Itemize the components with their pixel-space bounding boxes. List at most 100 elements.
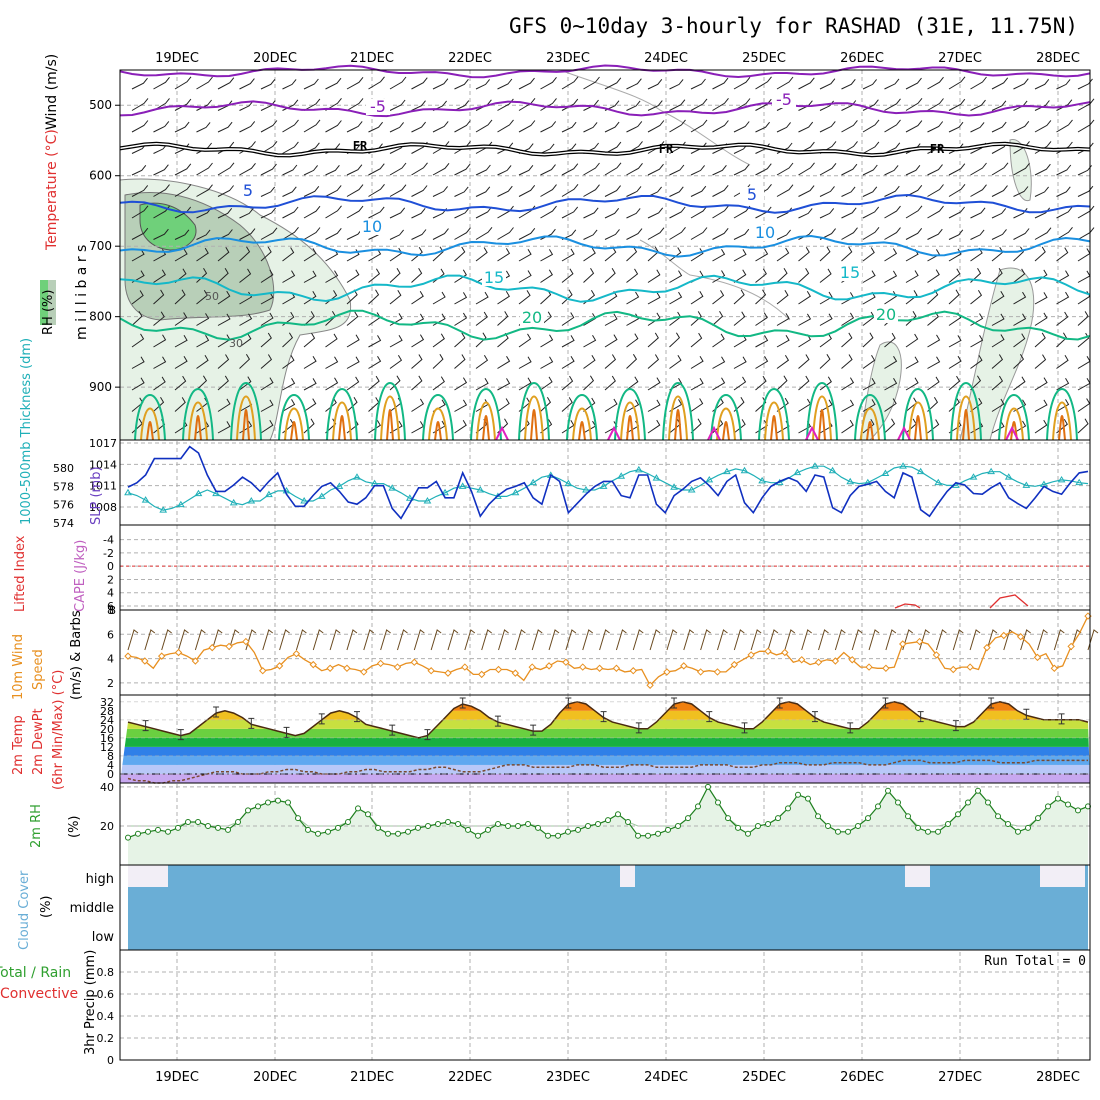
top-day-label-24DEC: 24DEC bbox=[644, 51, 688, 66]
wind-barb bbox=[411, 354, 423, 369]
wind-barb bbox=[153, 228, 169, 240]
wind-barb bbox=[475, 226, 493, 240]
wind-barb bbox=[970, 354, 983, 369]
wind-barb bbox=[819, 186, 835, 197]
thickness-tick-label-574: 574 bbox=[53, 517, 74, 530]
ylabel-2m-rh: 2m RH bbox=[29, 804, 44, 848]
rh-marker bbox=[825, 822, 831, 829]
wind-barb bbox=[1013, 246, 1025, 262]
wind-barb bbox=[196, 335, 210, 348]
wind-barb bbox=[454, 207, 470, 219]
wind-barb bbox=[475, 355, 489, 369]
wind-barb bbox=[540, 76, 557, 90]
wind-barb bbox=[712, 120, 729, 133]
low-isotherm bbox=[476, 401, 496, 441]
wind-barb bbox=[239, 353, 251, 369]
wind-barb bbox=[174, 163, 192, 176]
rh-tick-label-40: 40 bbox=[100, 781, 114, 794]
contour-label-bg bbox=[874, 307, 898, 323]
wind-barb bbox=[411, 375, 423, 391]
wind-barb bbox=[475, 291, 489, 305]
ylabel-thickness: 1000-500mb Thickness (dm) bbox=[19, 338, 34, 525]
wind-barb bbox=[432, 246, 444, 262]
wind-barb bbox=[626, 100, 641, 111]
rh-marker bbox=[305, 826, 311, 833]
temp-minmax-bar bbox=[142, 720, 149, 732]
wind-barb bbox=[669, 226, 686, 240]
wind-barb bbox=[991, 77, 1009, 90]
wind-barb bbox=[282, 270, 296, 283]
temp-minor-tick-label-20: 20 bbox=[100, 723, 114, 736]
wind-barb bbox=[905, 290, 918, 305]
temp-band bbox=[120, 719, 1090, 729]
wind10m-marker bbox=[444, 669, 452, 677]
wind-barb bbox=[841, 78, 856, 90]
rh-marker bbox=[925, 828, 931, 835]
wind-barb bbox=[1013, 420, 1027, 434]
wind-barb bbox=[776, 184, 794, 197]
wind-barb bbox=[303, 248, 317, 262]
wind10m-barb bbox=[161, 629, 172, 651]
wind-barb bbox=[819, 208, 835, 219]
wind-barb bbox=[174, 229, 190, 240]
wind-barb bbox=[497, 165, 512, 176]
wind-barb bbox=[325, 185, 342, 197]
rh-marker bbox=[475, 832, 481, 839]
wind-barb bbox=[518, 248, 532, 262]
wind-barb bbox=[411, 185, 428, 197]
wind-barb bbox=[690, 185, 707, 197]
wind-barb bbox=[626, 121, 643, 133]
wind-barb bbox=[1056, 206, 1073, 219]
wind-barb bbox=[841, 100, 857, 111]
low-isotherm bbox=[716, 407, 736, 441]
wind-barb bbox=[260, 292, 274, 305]
rh-marker bbox=[435, 821, 441, 827]
contour-label-20: 20 bbox=[522, 308, 542, 327]
wind-barb bbox=[518, 120, 536, 133]
wind-barb bbox=[346, 376, 360, 391]
wind10m-barb bbox=[178, 629, 189, 651]
wind-barb bbox=[518, 290, 531, 305]
wind-barb bbox=[260, 312, 274, 326]
wind-barb bbox=[927, 164, 943, 176]
wind-barb bbox=[282, 119, 299, 133]
wind-barb bbox=[755, 355, 769, 369]
wind-barb bbox=[1056, 399, 1070, 412]
wind-barb bbox=[389, 290, 402, 305]
wind-barb bbox=[991, 313, 1005, 326]
temp-minmax-bar bbox=[988, 697, 995, 709]
wind-barb bbox=[1056, 378, 1070, 391]
wind-labels: 10m Wind bbox=[11, 634, 26, 700]
temp-minmax-bar bbox=[882, 697, 889, 709]
isotherm--5 bbox=[119, 100, 1091, 118]
rh-marker bbox=[1045, 803, 1051, 810]
rh-marker bbox=[195, 819, 201, 826]
wind-barb bbox=[497, 248, 511, 262]
thickness-marker bbox=[353, 473, 361, 480]
wind-barb bbox=[626, 162, 643, 176]
wind-barb bbox=[561, 98, 579, 111]
slp-tick-label-1014: 1014 bbox=[89, 458, 117, 471]
wind-barb bbox=[884, 291, 897, 305]
wind10m-marker bbox=[494, 665, 503, 674]
wind-barb bbox=[325, 418, 337, 434]
wind-barb bbox=[1056, 311, 1069, 326]
wind-barb bbox=[626, 78, 642, 90]
wind-barb bbox=[991, 229, 1007, 240]
wind-barb bbox=[389, 229, 404, 240]
wind-barb bbox=[776, 229, 791, 240]
wind-barb bbox=[561, 397, 573, 412]
ylabel-wind: Wind (m/s) bbox=[44, 54, 60, 130]
thickness-marker bbox=[1075, 478, 1084, 486]
temp-minmax-bar bbox=[494, 715, 501, 727]
wind10m-barb bbox=[700, 629, 711, 651]
temp-minmax-bar bbox=[283, 726, 290, 738]
rh-marker bbox=[135, 830, 141, 837]
temp-minmax-bar bbox=[565, 697, 572, 709]
wind-barb bbox=[411, 100, 426, 111]
low-isotherm bbox=[386, 409, 394, 441]
wind-barb bbox=[518, 227, 536, 240]
thickness-marker bbox=[194, 489, 203, 497]
wind-barb bbox=[884, 205, 901, 219]
wind-barb bbox=[217, 121, 233, 133]
